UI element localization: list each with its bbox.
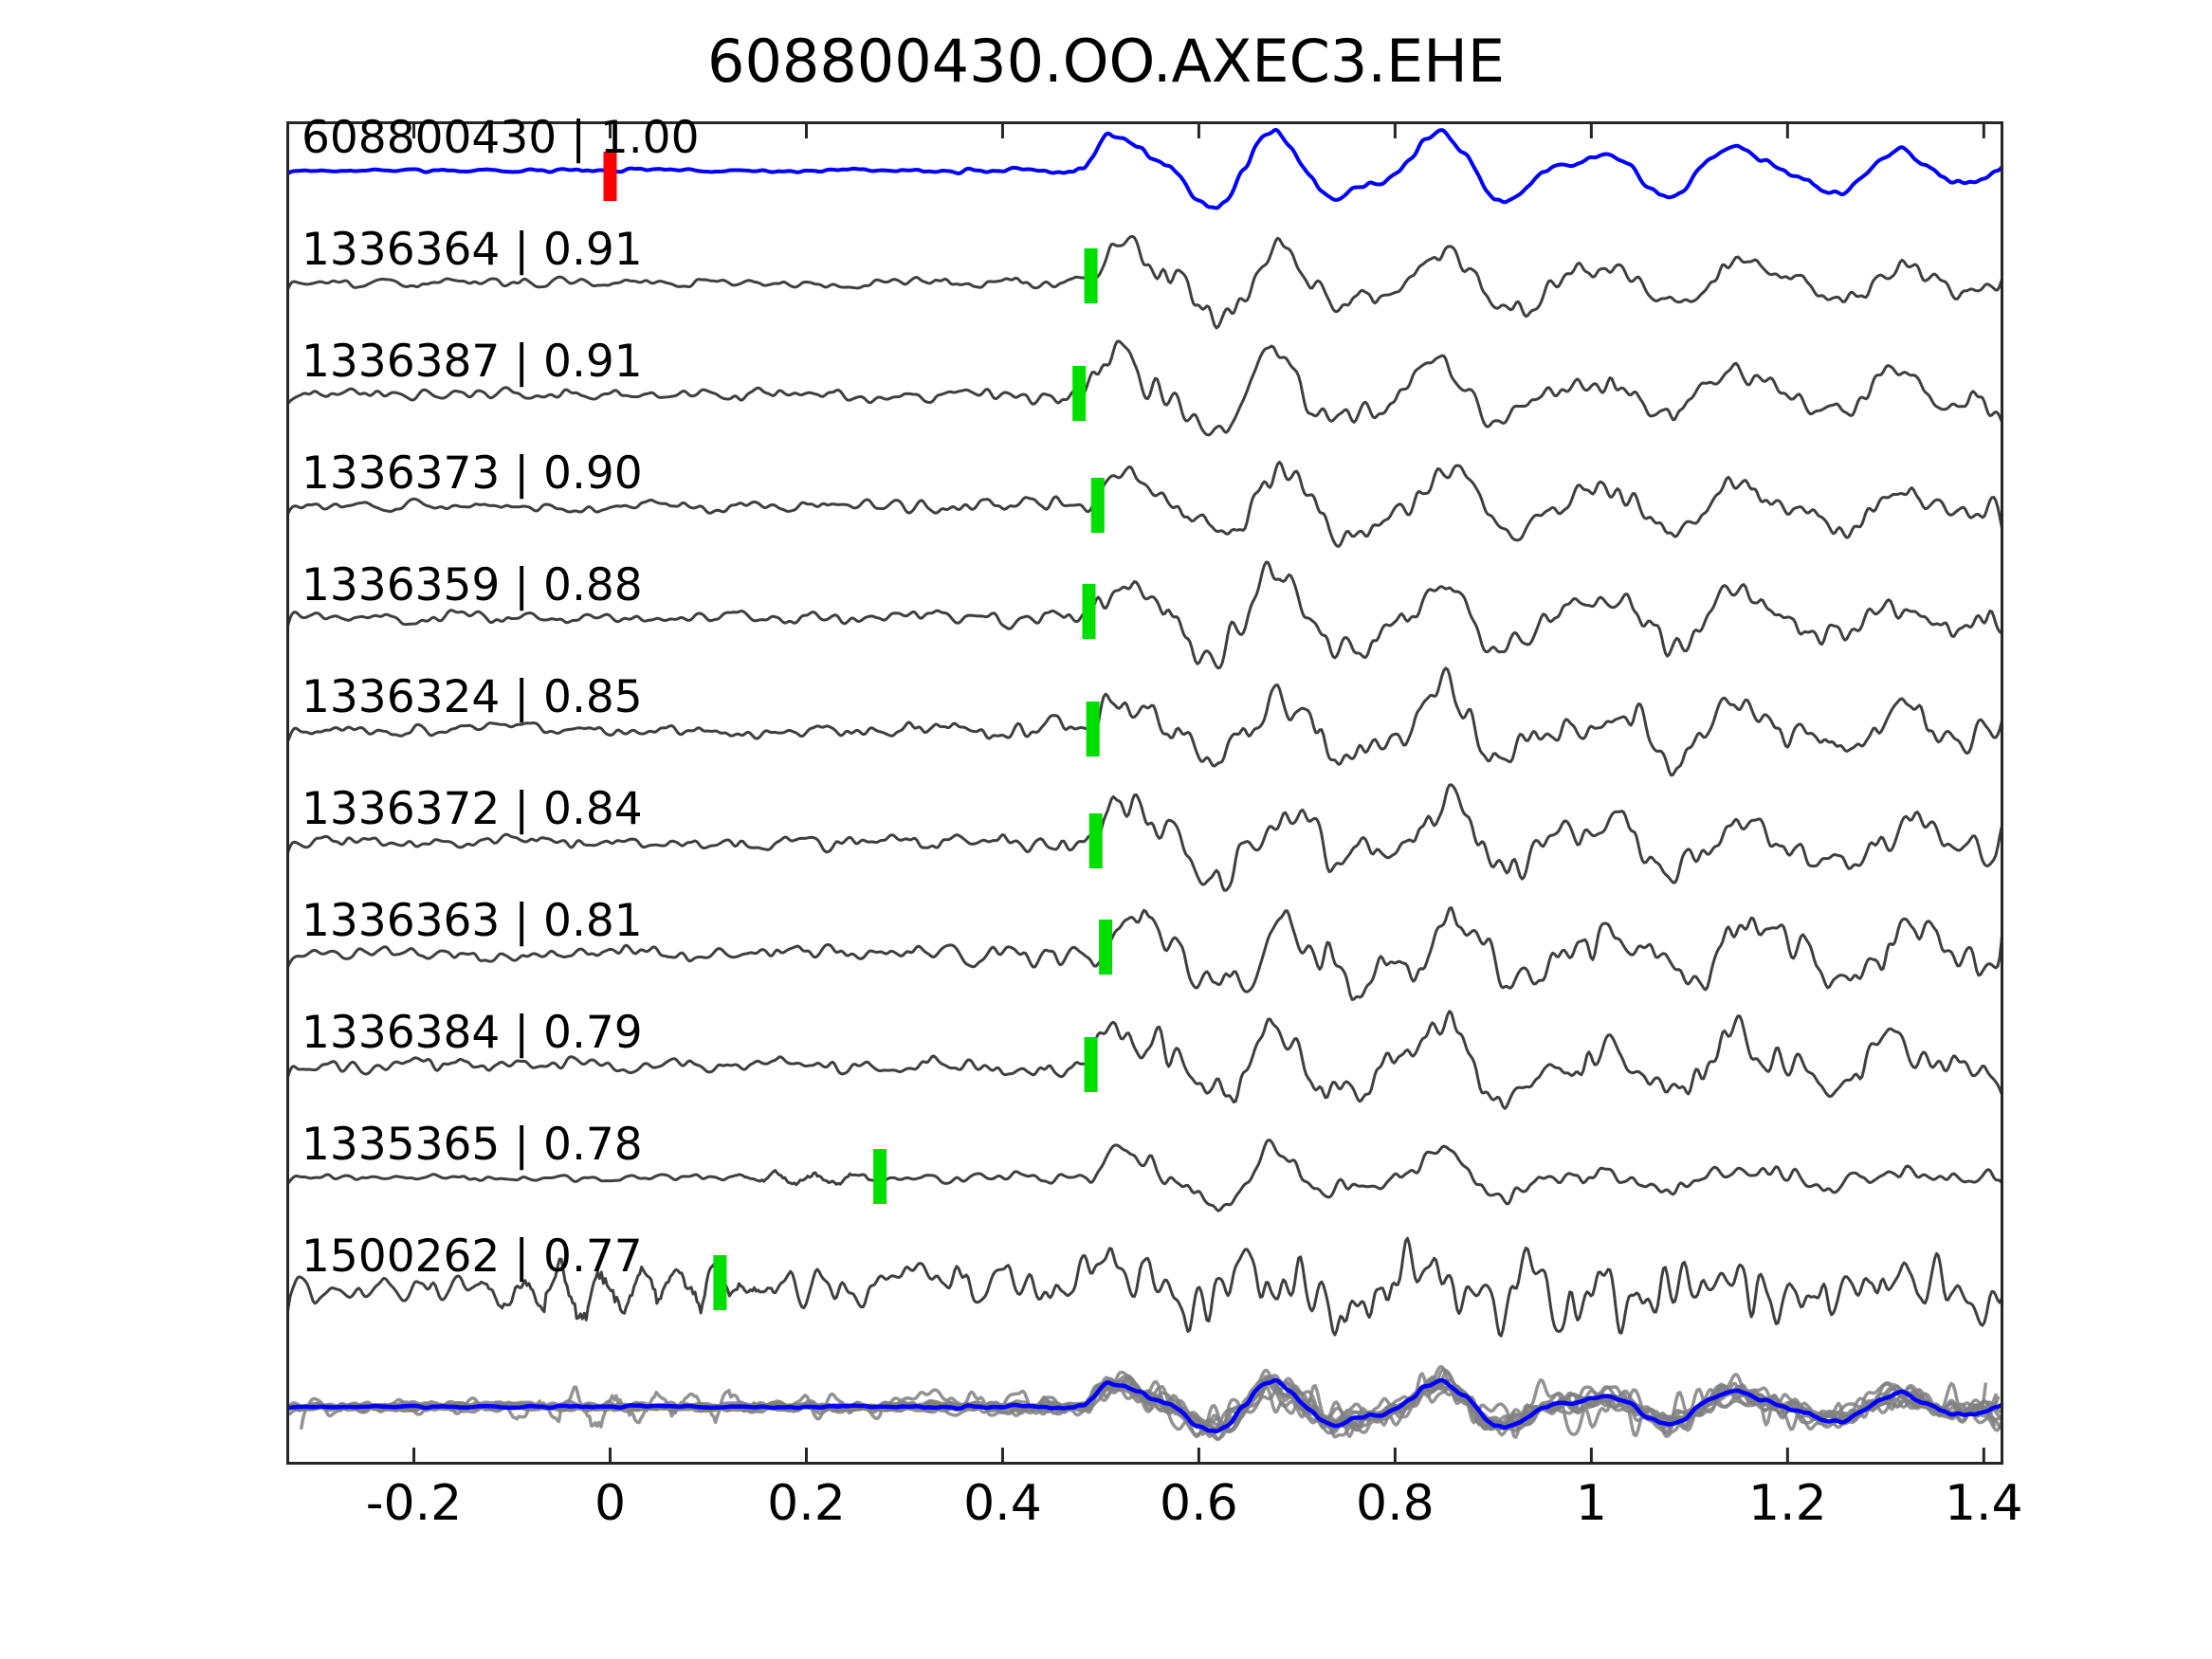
plot-frame [286,121,2003,1465]
reference-pick-marker[interactable] [603,152,617,201]
x-tick-label: 1.4 [1944,1475,2023,1532]
x-tick-label: 1.2 [1747,1475,1827,1532]
x-tick-label: 0.4 [963,1475,1042,1532]
x-axis-tick-labels: -0.2 0 0.2 0.4 0.6 0.8 1 1.2 1.4 [0,1475,2212,1551]
neighbour-pick-marker[interactable] [1082,584,1096,639]
neighbour-pick-marker[interactable] [1088,813,1103,868]
axis-frame [286,121,2003,1465]
picks-group [603,152,1113,1310]
neighbour-pick-marker[interactable] [1084,1037,1098,1092]
x-tick-label: 0 [594,1475,627,1532]
reference-waveform-trace [286,127,2003,210]
x-tick-label: 0.6 [1160,1475,1238,1532]
neighbour-waveform-trace [286,234,2003,330]
neighbour-pick-marker[interactable] [713,1255,727,1310]
x-tick-label: 1 [1575,1475,1607,1532]
x-tick-label: 0.8 [1356,1475,1435,1532]
neighbour-waveform-trace [286,560,2003,670]
neighbour-waveform-trace [286,666,2003,777]
neighbour-waveform-trace [286,461,2003,548]
neighbour-waveform-trace [286,1010,2003,1110]
plot-area: 608800430 | 1.00 1336364 | 0.91 1336387 | … [286,112,2003,1465]
neighbour-waveform-trace [286,339,2003,437]
overlay-stacked-trace [299,1372,2003,1439]
neighbour-waveform-trace [286,906,2003,1001]
traces-group [286,127,2003,1442]
neighbour-waveform-trace [286,783,2003,892]
neighbour-pick-marker[interactable] [1084,248,1098,303]
neighbour-waveform-trace [286,1139,2003,1212]
axis-ticks [412,121,1985,1465]
neighbour-pick-marker[interactable] [1099,920,1113,975]
neighbour-pick-marker[interactable] [1090,478,1105,533]
neighbour-pick-marker[interactable] [1086,702,1100,757]
neighbour-pick-marker[interactable] [873,1149,887,1204]
neighbour-waveform-trace [286,1236,2003,1338]
x-tick-label: -0.2 [365,1475,463,1532]
waveform-plot-svg [286,121,2003,1465]
overlay-reference-trace [286,1377,2003,1433]
neighbour-pick-marker[interactable] [1072,366,1087,421]
page-title: 608800430.OO.AXEC3.EHE [707,27,1505,96]
x-tick-label: 0.2 [767,1475,846,1532]
